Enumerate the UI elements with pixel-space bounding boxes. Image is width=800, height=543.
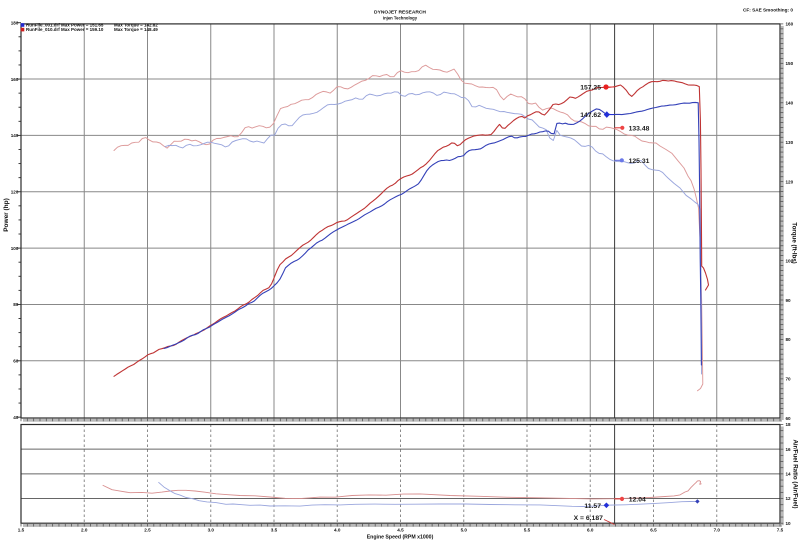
svg-text:133.48: 133.48	[629, 125, 650, 132]
svg-text:7.0: 7.0	[714, 528, 721, 533]
svg-text:1.5: 1.5	[18, 528, 25, 533]
svg-text:CF: SAE Smoothing: 0: CF: SAE Smoothing: 0	[743, 8, 793, 13]
svg-text:18: 18	[786, 422, 792, 427]
svg-text:147.62: 147.62	[580, 112, 601, 119]
svg-text:40: 40	[13, 415, 19, 420]
svg-text:120: 120	[11, 189, 19, 194]
svg-text:100: 100	[786, 258, 794, 263]
svg-text:Engine Speed (RPM x1000): Engine Speed (RPM x1000)	[367, 535, 434, 541]
svg-text:Max Torque = 142.82: Max Torque = 142.82	[114, 23, 158, 28]
svg-text:160: 160	[11, 77, 19, 82]
svg-text:80: 80	[13, 302, 19, 307]
svg-text:100: 100	[11, 246, 19, 251]
svg-text:60: 60	[786, 416, 792, 421]
svg-text:12: 12	[786, 496, 792, 501]
svg-text:Injen Technology: Injen Technology	[383, 15, 418, 20]
svg-text:6.0: 6.0	[587, 528, 594, 533]
svg-text:DYNOJET RESEARCH: DYNOJET RESEARCH	[374, 9, 426, 15]
svg-text:130: 130	[786, 140, 794, 145]
svg-text:10: 10	[786, 521, 792, 526]
svg-text:70: 70	[786, 377, 792, 382]
svg-text:4.0: 4.0	[334, 528, 341, 533]
svg-text:2.5: 2.5	[144, 528, 151, 533]
svg-text:16: 16	[786, 447, 792, 452]
svg-text:12.04: 12.04	[629, 497, 646, 504]
svg-text:RunFile_010.drf Max Power = 15: RunFile_010.drf Max Power = 159.10	[26, 27, 104, 32]
svg-text:5.5: 5.5	[524, 528, 531, 533]
svg-text:11.57: 11.57	[584, 503, 601, 510]
svg-text:157.25: 157.25	[580, 85, 601, 92]
svg-text:3.0: 3.0	[208, 528, 215, 533]
svg-text:RunFile_001.drf Max Power = 15: RunFile_001.drf Max Power = 151.65	[26, 23, 104, 28]
svg-text:90: 90	[786, 298, 792, 303]
svg-text:120: 120	[786, 179, 794, 184]
svg-text:80: 80	[786, 337, 792, 342]
svg-text:180: 180	[11, 20, 19, 25]
svg-text:140: 140	[786, 101, 794, 106]
svg-text:X = 6.187: X = 6.187	[574, 515, 604, 522]
svg-text:60: 60	[13, 359, 19, 364]
svg-text:3.5: 3.5	[271, 528, 278, 533]
svg-text:125.31: 125.31	[629, 158, 650, 165]
svg-text:Torque (ft-lbs): Torque (ft-lbs)	[791, 222, 798, 263]
svg-text:6.5: 6.5	[650, 528, 657, 533]
svg-text:5.0: 5.0	[461, 528, 468, 533]
svg-text:Power (hp): Power (hp)	[3, 198, 10, 232]
svg-text:Air/Fuel Ratio (Air/Fuel): Air/Fuel Ratio (Air/Fuel)	[792, 439, 799, 508]
svg-text:2.0: 2.0	[81, 528, 88, 533]
svg-text:14: 14	[786, 472, 792, 477]
svg-text:4.5: 4.5	[397, 528, 404, 533]
svg-text:Max Torque = 148.49: Max Torque = 148.49	[114, 27, 158, 32]
svg-text:140: 140	[11, 133, 19, 138]
svg-text:7.5: 7.5	[777, 528, 784, 533]
svg-text:150: 150	[786, 61, 794, 66]
svg-text:160: 160	[786, 22, 794, 27]
